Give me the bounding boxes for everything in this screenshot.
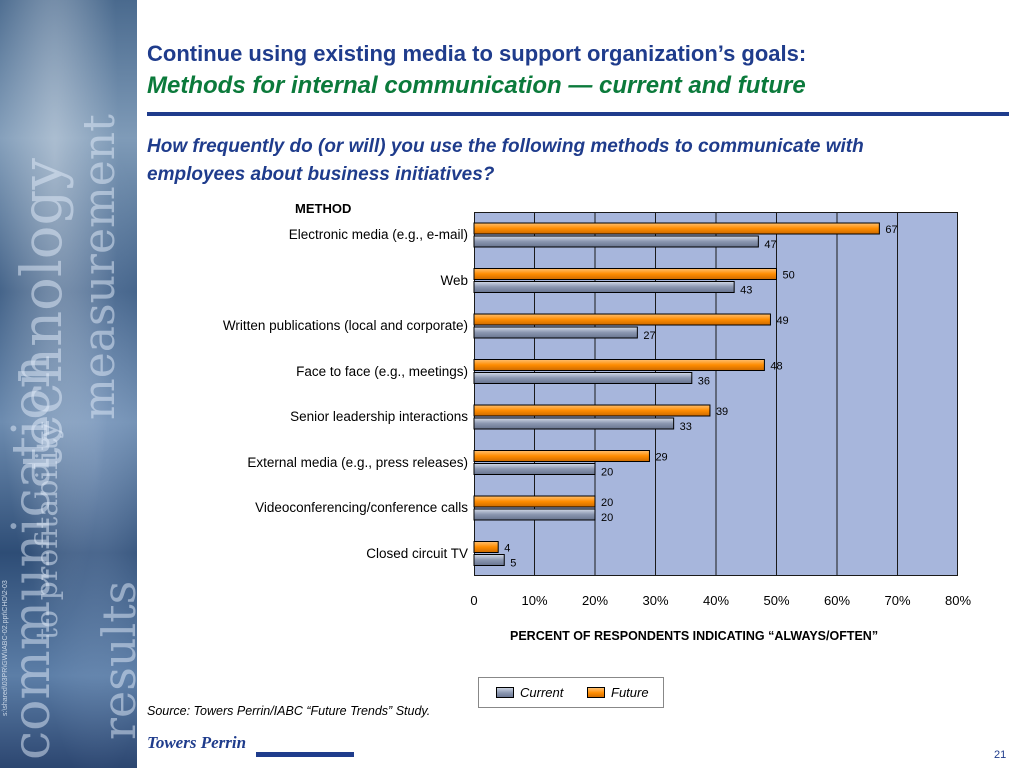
data-label-current-2: 27 <box>643 330 655 342</box>
logo-underline <box>256 752 354 757</box>
data-label-future-0: 67 <box>885 224 897 236</box>
category-label-6: Videoconferencing/conference calls <box>255 500 468 515</box>
category-label-1: Web <box>440 272 468 288</box>
data-label-future-5: 29 <box>655 452 667 464</box>
data-label-current-4: 33 <box>680 421 692 433</box>
bar-current-0 <box>473 235 759 248</box>
company-logo: Towers Perrin <box>147 733 247 752</box>
bar-current-7 <box>473 554 505 566</box>
legend-label-current: Current <box>520 685 564 700</box>
legend-label-future: Future <box>611 685 649 700</box>
category-axis-label: METHOD <box>295 201 352 216</box>
bar-future-4 <box>473 404 711 417</box>
decorative-side-panel: technology measurement to profitability … <box>0 0 137 768</box>
data-label-current-7: 5 <box>510 558 516 570</box>
data-label-future-7: 4 <box>504 543 510 555</box>
bar-future-2 <box>473 313 771 326</box>
bar-future-7 <box>473 541 499 553</box>
x-tick-label-2: 20% <box>581 593 609 608</box>
data-label-future-2: 49 <box>776 315 788 327</box>
data-label-current-3: 36 <box>698 376 710 388</box>
category-label-4: Senior leadership interactions <box>290 409 468 424</box>
data-label-future-4: 39 <box>716 406 728 418</box>
data-label-future-1: 50 <box>783 270 795 282</box>
x-tick-label-3: 30% <box>642 593 669 608</box>
bar-future-3 <box>473 359 765 371</box>
x-tick-label-7: 70% <box>884 593 911 608</box>
slide-title: Continue using existing media to support… <box>147 41 807 66</box>
x-tick-label-0: 0 <box>470 593 478 608</box>
bar-future-1 <box>473 268 777 280</box>
bar-current-1 <box>473 281 735 293</box>
title-underline <box>147 112 1009 116</box>
bar-future-5 <box>473 450 650 462</box>
x-tick-label-6: 60% <box>823 593 851 608</box>
source-note: Source: Towers Perrin/IABC “Future Trend… <box>147 704 431 718</box>
data-label-future-3: 48 <box>770 361 782 373</box>
survey-question: How frequently do (or will) you use the … <box>147 136 864 185</box>
x-tick-label-5: 50% <box>763 593 790 608</box>
bar-current-3 <box>473 372 693 384</box>
page-number: 21 <box>994 749 1007 761</box>
bar-current-2 <box>473 326 638 339</box>
data-label-current-6: 20 <box>601 512 613 524</box>
x-tick-label-8: 80% <box>944 593 972 608</box>
category-label-2: Written publications (local and corporat… <box>222 318 468 333</box>
x-tick-label-4: 40% <box>702 593 730 608</box>
bar-current-6 <box>473 508 596 521</box>
bar-current-5 <box>473 463 596 475</box>
legend-swatch-future <box>587 687 605 698</box>
side-panel-glow <box>0 0 137 768</box>
category-label-0: Electronic media (e.g., e-mail) <box>288 227 468 242</box>
bar-future-0 <box>473 222 880 235</box>
bar-future-6 <box>473 495 596 508</box>
data-label-current-5: 20 <box>601 467 613 479</box>
x-tick-label-1: 10% <box>521 593 548 608</box>
legend-swatch-current <box>496 687 514 698</box>
category-label-3: Face to face (e.g., meetings) <box>296 363 468 379</box>
slide-subtitle: Methods for internal communication — cur… <box>147 72 806 99</box>
data-label-current-0: 47 <box>764 239 776 251</box>
category-label-5: External media (e.g., press releases) <box>247 454 468 470</box>
data-label-current-1: 43 <box>740 285 752 297</box>
data-label-future-6: 20 <box>601 497 613 509</box>
category-label-7: Closed circuit TV <box>366 545 468 561</box>
bar-current-4 <box>473 417 675 430</box>
chart-legend: Current Future <box>478 677 664 708</box>
x-axis-title: PERCENT OF RESPONDENTS INDICATING “ALWAY… <box>510 629 879 643</box>
